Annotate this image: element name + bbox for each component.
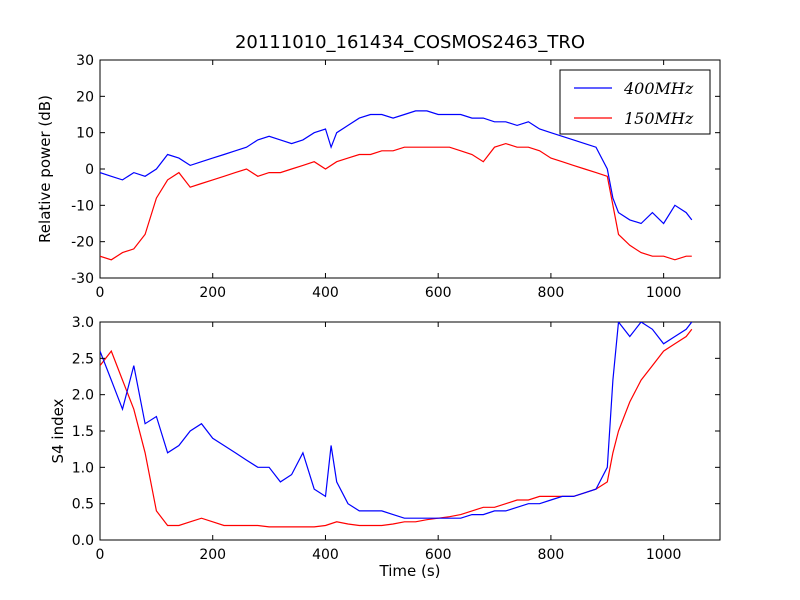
top-ytick-label: -20: [71, 235, 94, 251]
legend-label-150mhz: 150MHz: [624, 109, 694, 128]
bottom-plot-ylabel: S4 index: [49, 398, 67, 463]
legend-box: [559, 69, 711, 135]
legend-label-400mhz: 400MHz: [623, 79, 694, 98]
top-xtick-label: 1000: [646, 285, 682, 301]
bottom-xtick-label: 0: [96, 547, 105, 563]
top-ytick-label: 20: [76, 89, 94, 105]
bottom-ytick-label: 3.0: [72, 315, 94, 331]
bottom-plot-xlabel: Time (s): [379, 562, 441, 580]
bottom-plot-frame: [99, 321, 721, 541]
top-xtick-label: 200: [199, 285, 226, 301]
top-plot-lines: [100, 110, 693, 261]
bottom-xtick-label: 200: [199, 547, 226, 563]
bottom-plot: 0 200 400 600 800 1000 0.0 0.5 1.0 1.5 2.0 2.5 3.0 S…: [49, 315, 721, 580]
bottom-ytick-label: 1.5: [72, 424, 94, 440]
top-ytick-label: 30: [76, 53, 94, 69]
bottom-xtick-label: 1000: [646, 547, 682, 563]
top-xtick-label: 400: [312, 285, 339, 301]
bottom-ytick-label: 1.0: [72, 460, 94, 476]
top-plot-ticks: 0 200 400 600 800 1000 -30 -20 -10 0 10 20 30: [71, 53, 720, 301]
bottom-ytick-label: 0.5: [72, 497, 94, 513]
top-series-150mhz-line: [100, 142, 692, 261]
bottom-xtick-label: 400: [312, 547, 339, 563]
top-series-400mhz-line: [100, 110, 693, 225]
bottom-plot-ticks: 0 200 400 600 800 1000 0.0 0.5 1.0 1.5 2.0 2.5 3.0: [72, 315, 720, 563]
top-xtick-label: 0: [96, 285, 105, 301]
top-xtick-label: 600: [425, 285, 452, 301]
chart-title: 20111010_161434_COSMOS2463_TRO: [235, 32, 585, 53]
bottom-series-400mhz-line: [100, 322, 693, 519]
top-ytick-label: -30: [71, 271, 94, 287]
bottom-xtick-label: 600: [425, 547, 452, 563]
top-ytick-label: 10: [76, 126, 94, 142]
bottom-series-150mhz-line: [100, 328, 693, 528]
top-ytick-label: -10: [71, 198, 94, 214]
bottom-ytick-label: 2.5: [72, 351, 94, 367]
legend: 400MHz 150MHz: [559, 69, 711, 135]
top-plot: 0 200 400 600 800 1000 -30 -20 -10 0 10 20 30 Relati…: [36, 53, 721, 301]
top-plot-ylabel: Relative power (dB): [36, 95, 54, 243]
top-xtick-label: 800: [538, 285, 565, 301]
bottom-xtick-label: 800: [538, 547, 565, 563]
top-ytick-label: 0: [85, 162, 94, 178]
bottom-ytick-label: 2.0: [72, 388, 94, 404]
bottom-ytick-label: 0.0: [72, 533, 94, 549]
bottom-plot-lines: [100, 322, 693, 528]
